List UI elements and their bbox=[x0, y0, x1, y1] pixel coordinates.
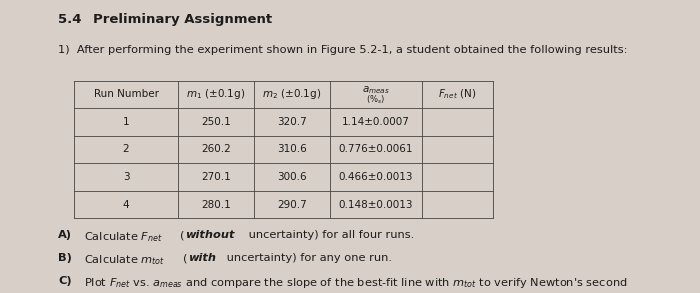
Text: Plot $F_{net}$ vs. $a_{meas}$ and compare the slope of the best-fit line with $m: Plot $F_{net}$ vs. $a_{meas}$ and compar… bbox=[84, 276, 627, 290]
Text: with: with bbox=[188, 253, 216, 263]
Text: 2: 2 bbox=[122, 144, 130, 154]
Text: 280.1: 280.1 bbox=[201, 200, 231, 209]
Text: 1.14±0.0007: 1.14±0.0007 bbox=[342, 117, 410, 127]
Text: 0.776±0.0061: 0.776±0.0061 bbox=[339, 144, 413, 154]
Text: 4: 4 bbox=[122, 200, 130, 209]
Text: Run Number: Run Number bbox=[94, 89, 158, 99]
Text: 270.1: 270.1 bbox=[201, 172, 231, 182]
Text: 300.6: 300.6 bbox=[277, 172, 307, 182]
Text: $a_{meas}$: $a_{meas}$ bbox=[362, 84, 390, 96]
Text: (: ( bbox=[183, 253, 188, 263]
Text: uncertainty) for any one run.: uncertainty) for any one run. bbox=[223, 253, 392, 263]
Text: 290.7: 290.7 bbox=[277, 200, 307, 209]
Text: 260.2: 260.2 bbox=[201, 144, 231, 154]
Text: $F_{net}$ (N): $F_{net}$ (N) bbox=[438, 88, 477, 101]
Text: Preliminary Assignment: Preliminary Assignment bbox=[93, 13, 272, 26]
Text: Calculate $m_{tot}$: Calculate $m_{tot}$ bbox=[84, 253, 165, 267]
Text: uncertainty) for all four runs.: uncertainty) for all four runs. bbox=[246, 230, 414, 240]
Text: 5.4: 5.4 bbox=[58, 13, 81, 26]
Text: 250.1: 250.1 bbox=[201, 117, 231, 127]
Text: B): B) bbox=[58, 253, 72, 263]
Text: 1)  After performing the experiment shown in Figure 5.2-1, a student obtained th: 1) After performing the experiment shown… bbox=[58, 45, 627, 55]
Text: $(\%_{s})$: $(\%_{s})$ bbox=[367, 93, 386, 106]
Text: A): A) bbox=[58, 230, 72, 240]
Text: $m_2$ (±0.1g): $m_2$ (±0.1g) bbox=[262, 87, 321, 101]
Text: (: ( bbox=[181, 230, 185, 240]
Text: Calculate $F_{net}$: Calculate $F_{net}$ bbox=[84, 230, 162, 244]
Text: without: without bbox=[185, 230, 234, 240]
Text: 1: 1 bbox=[122, 117, 130, 127]
Text: $m_1$ (±0.1g): $m_1$ (±0.1g) bbox=[186, 87, 246, 101]
Text: 3: 3 bbox=[122, 172, 130, 182]
Text: 0.466±0.0013: 0.466±0.0013 bbox=[339, 172, 413, 182]
Text: 0.148±0.0013: 0.148±0.0013 bbox=[339, 200, 413, 209]
Text: 310.6: 310.6 bbox=[277, 144, 307, 154]
Text: C): C) bbox=[58, 276, 71, 286]
Text: 320.7: 320.7 bbox=[277, 117, 307, 127]
